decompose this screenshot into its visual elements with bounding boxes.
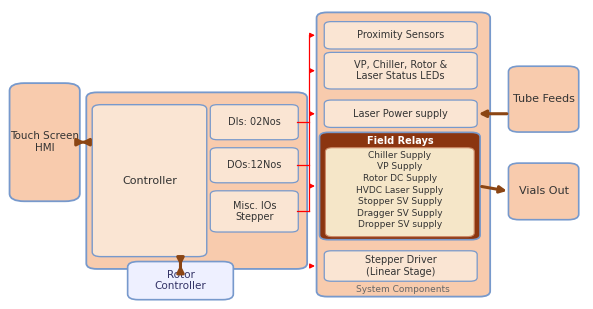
Text: VP Supply: VP Supply (377, 162, 423, 171)
FancyBboxPatch shape (9, 83, 80, 201)
Text: Stopper SV Supply: Stopper SV Supply (358, 197, 442, 206)
Text: DIs: 02Nos: DIs: 02Nos (228, 117, 280, 127)
Text: HVDC Laser Supply: HVDC Laser Supply (356, 185, 444, 195)
FancyBboxPatch shape (324, 100, 477, 127)
Text: System Components: System Components (356, 285, 450, 294)
Text: Dragger SV Supply: Dragger SV Supply (357, 209, 442, 218)
Text: DOs:12Nos: DOs:12Nos (227, 160, 282, 170)
FancyBboxPatch shape (127, 261, 233, 300)
Text: Laser Power supply: Laser Power supply (353, 109, 448, 119)
FancyBboxPatch shape (317, 12, 490, 297)
FancyBboxPatch shape (508, 66, 579, 132)
Text: Field Relays: Field Relays (366, 136, 433, 146)
Text: VP, Chiller, Rotor &
Laser Status LEDs: VP, Chiller, Rotor & Laser Status LEDs (354, 60, 447, 82)
FancyBboxPatch shape (324, 52, 477, 89)
Text: Rotor
Controller: Rotor Controller (155, 270, 206, 291)
Text: Proximity Sensors: Proximity Sensors (357, 30, 444, 40)
Text: Touch Screen
HMI: Touch Screen HMI (10, 131, 79, 153)
FancyBboxPatch shape (320, 132, 480, 240)
Text: Rotor DC Supply: Rotor DC Supply (363, 174, 437, 183)
FancyBboxPatch shape (326, 148, 474, 237)
FancyBboxPatch shape (508, 163, 579, 220)
Text: Chiller Supply: Chiller Supply (368, 150, 431, 160)
FancyBboxPatch shape (324, 251, 477, 281)
Text: Stepper Driver
(Linear Stage): Stepper Driver (Linear Stage) (365, 255, 436, 277)
Text: Vials Out: Vials Out (519, 186, 569, 197)
FancyBboxPatch shape (211, 191, 298, 232)
FancyBboxPatch shape (211, 148, 298, 183)
FancyBboxPatch shape (92, 105, 207, 257)
Text: Tube Feeds: Tube Feeds (513, 94, 575, 104)
FancyBboxPatch shape (87, 92, 307, 269)
FancyBboxPatch shape (324, 22, 477, 49)
Text: Misc. IOs
Stepper: Misc. IOs Stepper (232, 201, 276, 222)
Text: Controller: Controller (122, 176, 177, 186)
FancyBboxPatch shape (211, 105, 298, 140)
Text: Dropper SV supply: Dropper SV supply (358, 221, 442, 230)
